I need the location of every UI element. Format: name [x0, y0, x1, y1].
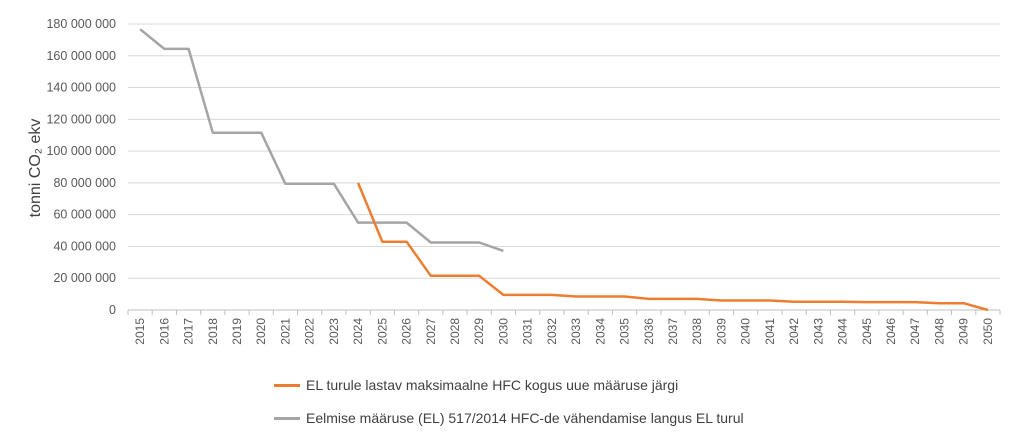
series-lines — [139, 28, 989, 312]
x-tick-label: 2040 — [739, 318, 753, 345]
x-tick-label: 2032 — [545, 318, 559, 345]
x-tick-label: 2047 — [908, 318, 922, 345]
x-tick-label: 2017 — [182, 318, 196, 345]
x-tick-label: 2033 — [569, 318, 583, 345]
x-tick-label: 2023 — [327, 318, 341, 345]
x-tick-label: 2036 — [642, 318, 656, 345]
x-tick-label: 2048 — [932, 318, 946, 345]
y-tick-label: 120 000 000 — [46, 112, 116, 126]
x-tick-label: 2045 — [860, 318, 874, 345]
x-tick-label: 2029 — [472, 318, 486, 345]
series-line-previous-regulation — [139, 28, 504, 253]
y-tick-label: 80 000 000 — [53, 176, 116, 190]
y-tick-label: 140 000 000 — [46, 81, 116, 95]
x-tick-label: 2039 — [714, 318, 728, 345]
y-tick-label: 40 000 000 — [53, 239, 116, 253]
y-tick-label: 180 000 000 — [46, 17, 116, 31]
x-tick-label: 2034 — [593, 318, 607, 345]
legend-swatch — [274, 383, 300, 387]
x-tick-label: 2022 — [303, 318, 317, 345]
legend-label: EL turule lastav maksimaalne HFC kogus u… — [306, 377, 679, 393]
x-tick-label: 2046 — [884, 318, 898, 345]
x-tick-label: 2026 — [400, 318, 414, 345]
x-tick-label: 2018 — [206, 318, 220, 345]
x-tick-label: 2044 — [836, 318, 850, 345]
y-tick-label: 60 000 000 — [53, 208, 116, 222]
series-line-new-regulation — [356, 182, 989, 312]
legend-swatch — [274, 416, 300, 420]
x-tick-label: 2031 — [521, 318, 535, 345]
x-tick-label: 2025 — [375, 318, 389, 345]
grid — [128, 23, 1000, 311]
x-axis-ticks: 2015 2016 2017 2018 2019 2020 2021 2022 2023 2024… — [127, 310, 1001, 345]
x-tick-label: 2042 — [787, 318, 801, 345]
y-axis-ticks: 0 20 000 000 40 000 000 60 000 000 80 000 00… — [46, 17, 116, 317]
x-tick-label: 2037 — [666, 318, 680, 345]
x-tick-label: 2019 — [230, 318, 244, 345]
x-tick-label: 2024 — [351, 318, 365, 345]
x-tick-label: 2030 — [496, 318, 510, 345]
x-tick-label: 2027 — [424, 318, 438, 345]
x-tick-label: 2015 — [133, 318, 147, 345]
x-tick-label: 2049 — [957, 318, 971, 345]
x-tick-label: 2016 — [157, 318, 171, 345]
x-tick-label: 2050 — [981, 318, 995, 345]
x-tick-label: 2021 — [278, 318, 292, 345]
y-tick-label: 0 — [109, 303, 116, 317]
legend-item-new-regulation: EL turule lastav maksimaalne HFC kogus u… — [274, 377, 874, 393]
x-tick-label: 2041 — [763, 318, 777, 345]
legend-item-previous-regulation: Eelmise määruse (EL) 517/2014 HFC-de väh… — [274, 410, 874, 426]
legend-label: Eelmise määruse (EL) 517/2014 HFC-de väh… — [306, 410, 744, 426]
y-axis-label: tonni CO₂ ekv — [27, 119, 44, 218]
y-tick-label: 100 000 000 — [46, 144, 116, 158]
x-tick-label: 2043 — [811, 318, 825, 345]
x-tick-label: 2035 — [618, 318, 632, 345]
x-tick-label: 2028 — [448, 318, 462, 345]
x-tick-label: 2038 — [690, 318, 704, 345]
y-tick-label: 20 000 000 — [53, 271, 116, 285]
y-tick-label: 160 000 000 — [46, 49, 116, 63]
x-tick-label: 2020 — [254, 318, 268, 345]
